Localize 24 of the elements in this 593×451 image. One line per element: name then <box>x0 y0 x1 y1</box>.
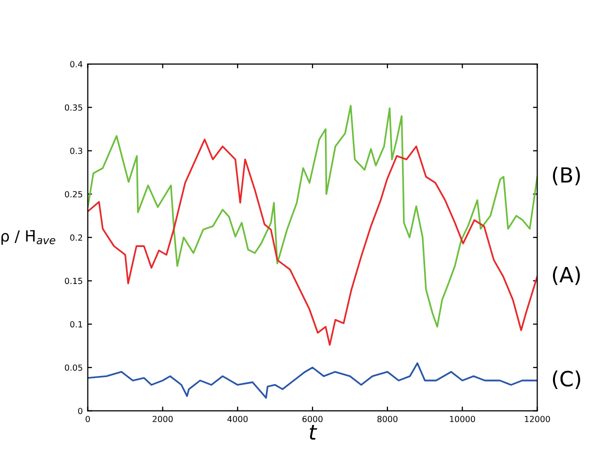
x-tick-label: 2000 <box>152 416 173 422</box>
line-series <box>88 104 538 328</box>
y-tick-label: 0.25 <box>64 191 82 198</box>
y-tick-label: 0.4 <box>70 61 82 68</box>
x-tick-label: 0 <box>86 416 90 422</box>
series-label: (A) <box>552 266 580 285</box>
line-series <box>88 362 538 399</box>
y-tick-label: 0.2 <box>70 234 82 241</box>
y-tick-label: 0.05 <box>64 364 82 371</box>
series-label: (C) <box>552 370 580 390</box>
x-tick-label: 8000 <box>377 416 398 422</box>
series-label: (B) <box>552 166 580 186</box>
y-tick-label: 0.1 <box>70 321 82 328</box>
x-axis-title: t <box>310 424 318 440</box>
y-tick-label: 0.3 <box>70 148 82 154</box>
y-tick-label: 0.15 <box>64 278 82 284</box>
line-series <box>88 138 538 346</box>
x-tick-label: 10000 <box>450 416 476 422</box>
y-tick-label: 0.35 <box>64 104 82 111</box>
x-tick-label: 4000 <box>227 416 248 422</box>
x-tick-label: 12000 <box>524 416 550 422</box>
y-axis-title: ρ / H̄$_{ave}$ <box>1 230 56 245</box>
y-tick-label: 0 <box>78 408 82 414</box>
x-tick-label: 6000 <box>302 416 323 422</box>
